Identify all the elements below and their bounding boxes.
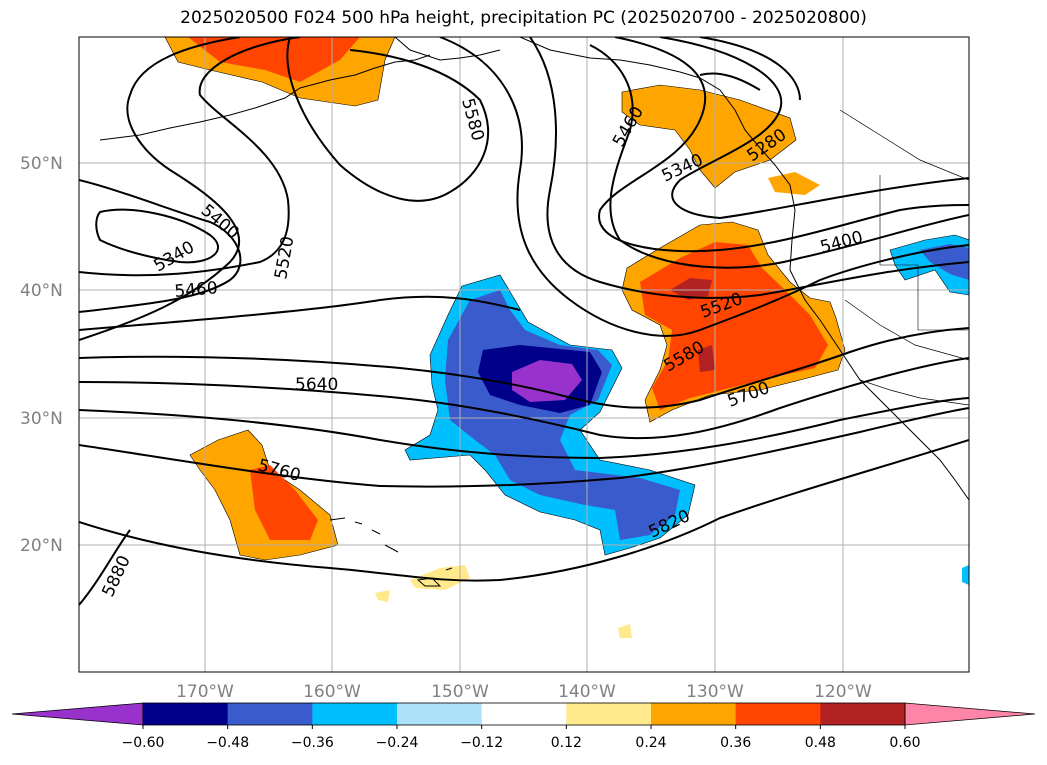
lon-label-140w: 140°W <box>558 682 616 702</box>
longitude-labels: 170°W 160°W 150°W 140°W 130°W 120°W <box>176 682 872 702</box>
contour-label: 5640 <box>295 375 338 395</box>
colorbar-tick-label: 0.36 <box>720 735 751 751</box>
colorbar-tick-label: −0.36 <box>291 735 334 751</box>
lon-label-120w: 120°W <box>814 682 872 702</box>
lon-label-160w: 160°W <box>303 682 361 702</box>
colorbar-extend-low <box>11 702 144 726</box>
colorbar-tick-label: 0.12 <box>551 735 582 751</box>
colorbar-segment <box>227 703 313 725</box>
map-area: 5580 5460 5340 5280 5400 5340 5520 5460 … <box>79 37 969 672</box>
latitude-labels: 50°N 40°N 30°N 20°N <box>20 154 63 556</box>
lat-label-20n: 20°N <box>20 536 63 556</box>
colorbar-segment <box>481 703 567 725</box>
colorbar-extend-high <box>904 702 1036 726</box>
colorbar-segment <box>312 703 398 725</box>
lat-label-50n: 50°N <box>20 154 63 174</box>
colorbar-segment <box>820 703 906 725</box>
colorbar-tick-label: −0.24 <box>376 735 419 751</box>
lon-label-130w: 130°W <box>686 682 744 702</box>
colorbar-segment <box>566 703 652 725</box>
colorbar-tick-label: 0.48 <box>805 735 836 751</box>
coastlines <box>99 37 969 587</box>
colorbar-segment <box>397 703 483 725</box>
lon-label-170w: 170°W <box>176 682 234 702</box>
colorbar-tick-label: 0.24 <box>635 735 666 751</box>
colorbar-segment <box>143 703 229 725</box>
colorbar: −0.60 −0.48 −0.36 −0.24 −0.12 0.12 0.24 0.36 0.4… <box>11 702 1036 751</box>
height-contours <box>79 37 969 606</box>
contour-label: 5460 <box>174 278 219 302</box>
lat-label-40n: 40°N <box>20 281 63 301</box>
colorbar-tick-label: −0.12 <box>460 735 503 751</box>
colorbar-frame <box>142 702 906 726</box>
colorbar-tick-label: −0.48 <box>206 735 249 751</box>
map-frame <box>78 36 970 673</box>
colorbar-segment <box>651 703 737 725</box>
colorbar-segment <box>735 703 821 725</box>
map-title: 2025020500 F024 500 hPa height, precipit… <box>180 8 867 28</box>
colorbar-tick-label: 0.60 <box>889 735 920 751</box>
lat-label-30n: 30°N <box>20 409 63 429</box>
lon-label-150w: 150°W <box>431 682 489 702</box>
colorbar-tick-label: −0.60 <box>122 735 165 751</box>
